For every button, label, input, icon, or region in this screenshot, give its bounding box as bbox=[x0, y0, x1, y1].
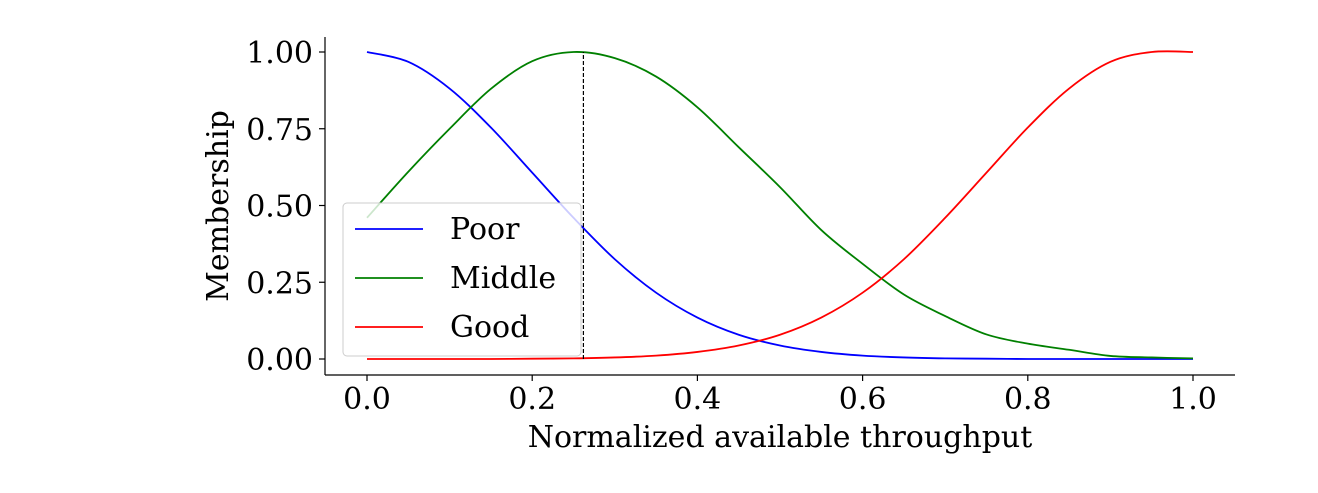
x-tick-label: 0.8 bbox=[1004, 382, 1052, 417]
x-tick-label: 1.0 bbox=[1169, 382, 1217, 417]
legend-label-good: Good bbox=[450, 310, 529, 345]
y-axis-label: Membership bbox=[201, 110, 236, 302]
x-tick-label: 0.2 bbox=[508, 382, 556, 417]
x-axis-label: Normalized available throughput bbox=[528, 420, 1033, 455]
x-tick-label: 0.0 bbox=[343, 382, 391, 417]
x-tick-label: 0.4 bbox=[674, 382, 722, 417]
series-line-poor bbox=[366, 51, 1193, 360]
legend: Poor Middle Good bbox=[342, 202, 582, 357]
legend-label-middle: Middle bbox=[450, 261, 556, 296]
legend-label-poor: Poor bbox=[450, 212, 520, 247]
x-tick-label: 0.6 bbox=[839, 382, 887, 417]
y-tick-label: 0.25 bbox=[246, 266, 313, 301]
y-ticks: 0.00 0.25 0.50 0.75 1.00 bbox=[246, 36, 325, 378]
y-tick-label: 0.50 bbox=[246, 190, 313, 225]
series-lines bbox=[366, 50, 1194, 360]
series-line-good bbox=[367, 50, 1194, 360]
y-tick-label: 0.75 bbox=[246, 113, 313, 148]
legend-items: Poor Middle Good bbox=[355, 212, 556, 345]
y-tick-label: 0.00 bbox=[246, 343, 313, 378]
series-line-middle bbox=[366, 51, 1194, 360]
y-tick-label: 1.00 bbox=[246, 36, 313, 71]
legend-box bbox=[342, 202, 582, 357]
x-ticks: 0.0 0.2 0.4 0.6 0.8 1.0 bbox=[343, 375, 1217, 417]
